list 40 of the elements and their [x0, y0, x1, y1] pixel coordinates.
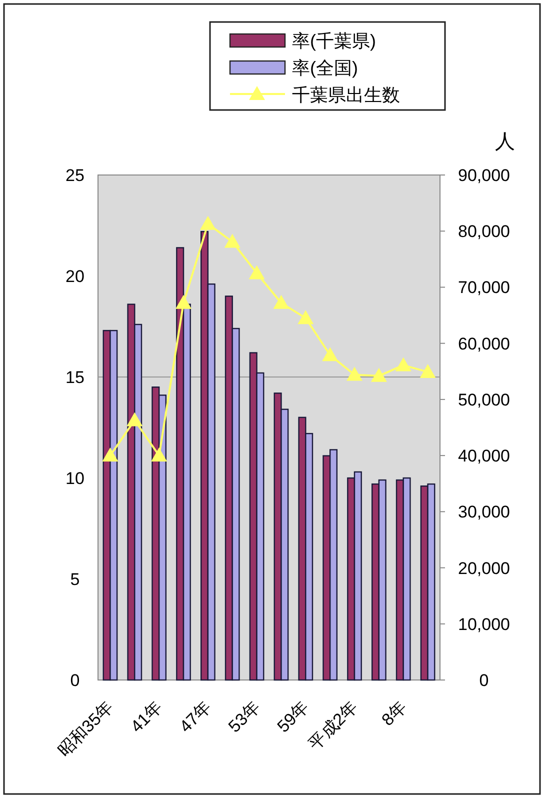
y2-tick-label: 60,000 — [458, 334, 510, 354]
x-tick-label: 昭和35年 — [54, 697, 118, 760]
point — [248, 265, 265, 280]
y2-tick-label: 0 — [479, 671, 489, 690]
point — [224, 234, 240, 248]
point — [126, 412, 143, 426]
point — [200, 216, 216, 230]
y-tick-label: 15 — [66, 368, 84, 387]
y2-tick-label: 40,000 — [458, 446, 510, 466]
x-tick-label: 41年 — [127, 697, 166, 736]
legend-label: 率(千葉県) — [292, 31, 376, 51]
y-tick-label: 20 — [66, 267, 84, 286]
point — [298, 310, 314, 324]
legend-label: 率(全国) — [292, 58, 358, 78]
x-tick-label: 53年 — [224, 697, 264, 736]
point — [322, 347, 338, 362]
point — [151, 448, 168, 462]
point — [395, 357, 412, 372]
y2-tick-label: 20,000 — [458, 558, 510, 578]
y2-tick-label: 30,000 — [458, 502, 510, 522]
y2-tick-label: 80,000 — [458, 222, 510, 242]
y-tick-label: 25 — [66, 166, 84, 185]
y-tick-label: 0 — [70, 671, 80, 690]
y2-tick-label: 90,000 — [458, 166, 510, 185]
y2-tick-label: 50,000 — [458, 390, 510, 410]
legend-label: 千葉県出生数 — [292, 85, 400, 105]
x-tick-label: 47年 — [176, 697, 215, 736]
y-tick-label: 5 — [70, 570, 80, 589]
point — [346, 366, 362, 381]
point — [176, 294, 192, 309]
point — [420, 364, 436, 378]
y-tick-label: 10 — [66, 469, 84, 488]
x-tick-label: 8年 — [378, 697, 410, 730]
point — [273, 294, 290, 309]
y2-axis-title: 人 — [495, 131, 515, 153]
y2-tick-label: 70,000 — [458, 278, 510, 298]
x-tick-label: 59年 — [274, 697, 312, 736]
point — [370, 368, 387, 382]
y2-tick-label: 10,000 — [458, 614, 510, 634]
point — [102, 448, 118, 462]
